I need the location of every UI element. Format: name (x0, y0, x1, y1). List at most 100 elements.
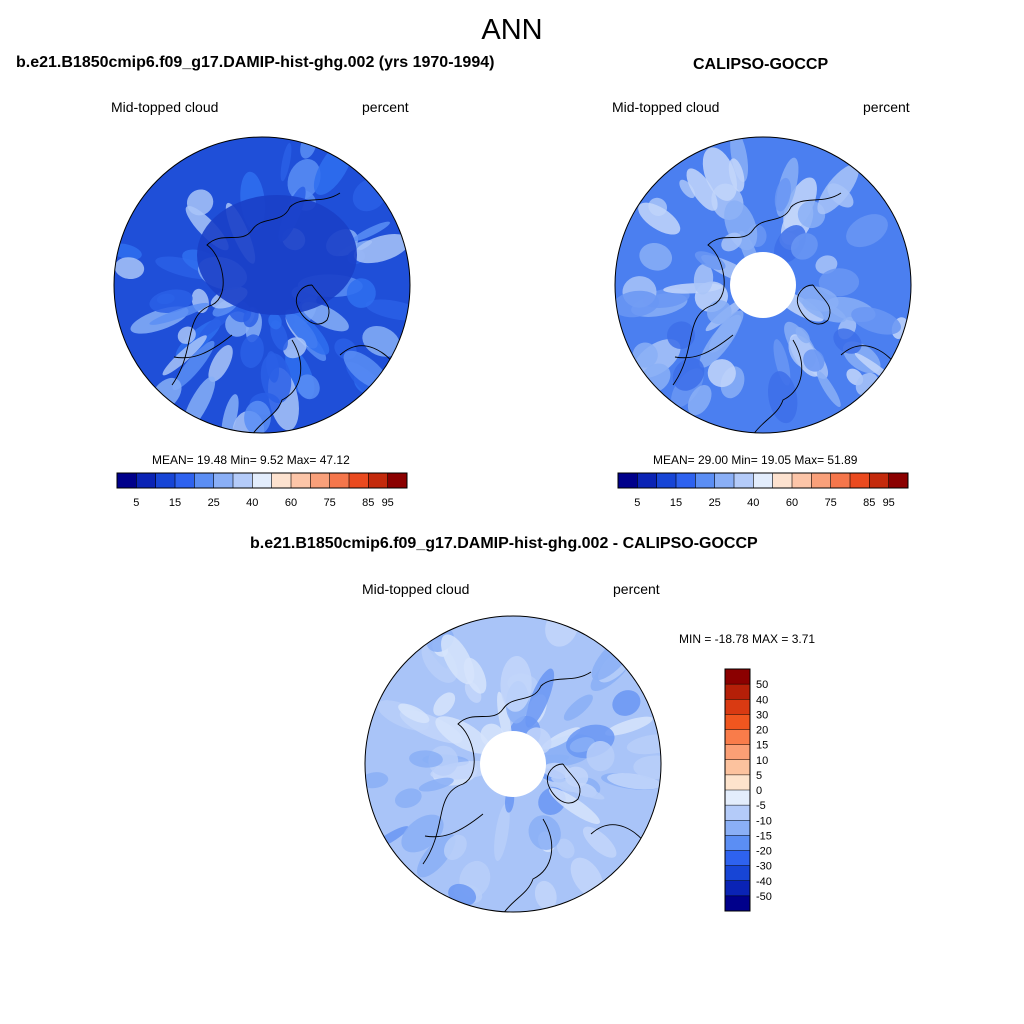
panel1-polar-map (113, 136, 411, 434)
panel2-units-label: percent (863, 99, 910, 115)
colorbar-tick-label: 40 (747, 497, 759, 509)
colorbar-swatch (725, 850, 750, 866)
colorbar-swatch (194, 473, 214, 488)
colorbar-swatch (368, 473, 388, 488)
colorbar-tick-label: 75 (324, 497, 336, 509)
colorbar-tick-label: 85 (362, 497, 374, 509)
colorbar-swatch (734, 473, 754, 488)
colorbar-tick-label: 25 (208, 497, 220, 509)
field-contour-patch (818, 268, 860, 297)
colorbar-swatch (387, 473, 408, 488)
colorbar-swatch (252, 473, 272, 488)
colorbar-tick-label: -10 (756, 815, 772, 827)
colorbar-swatch (618, 473, 638, 488)
field-contour-patch (551, 777, 605, 800)
colorbar-tick-label: 25 (709, 497, 721, 509)
map-boundary (113, 136, 411, 434)
colorbar-tick-label: 15 (756, 740, 768, 752)
field-contour-patch (816, 370, 841, 408)
field-contour-patch (268, 313, 282, 330)
colorbar-swatch (725, 895, 750, 912)
field-contour-patch (728, 158, 745, 192)
field-contour-patch (774, 177, 792, 212)
colorbar-swatch (117, 473, 137, 488)
colorbar-swatch (725, 714, 750, 730)
colorbar-swatch (213, 473, 234, 488)
field-contour-patch (626, 734, 661, 755)
panel2-variable-label: Mid-topped cloud (612, 99, 720, 115)
field-contour-patch (433, 692, 456, 716)
colorbar-tick-label: 15 (670, 497, 682, 509)
colorbar-swatch (792, 473, 812, 488)
colorbar-swatch (656, 473, 677, 488)
colorbar-swatch (349, 473, 369, 488)
colorbar-swatch (725, 835, 750, 851)
panel1-title: b.e21.B1850cmip6.f09_g17.DAMIP-hist-ghg.… (16, 54, 495, 71)
field-contour-patch (365, 772, 389, 789)
colorbar-swatch (888, 473, 909, 488)
field-contour-patch (297, 374, 320, 400)
coastline (672, 192, 842, 386)
field-contour-patch (548, 788, 601, 824)
colorbar-swatch (136, 473, 156, 488)
colorbar-tick-label: 15 (169, 497, 181, 509)
colorbar-swatch (271, 473, 292, 488)
colorbar-swatch (772, 473, 793, 488)
panel1-units-label: percent (362, 99, 409, 115)
coastline (796, 284, 831, 325)
colorbar-tick-label: -40 (756, 876, 772, 888)
colorbar-swatch (869, 473, 889, 488)
field-contour-patch (401, 814, 444, 853)
field-contour-patch (525, 668, 555, 728)
field-contour-patch (494, 803, 510, 861)
panel3-variable-label: Mid-topped cloud (362, 581, 470, 597)
colorbar-swatch (714, 473, 735, 488)
panel2-polar-map (614, 136, 912, 434)
colorbar-swatch (725, 774, 750, 791)
colorbar-swatch (233, 473, 253, 488)
colorbar-swatch (850, 473, 870, 488)
panel1-stats: MEAN= 19.48 Min= 9.52 Max= 47.12 (152, 453, 350, 467)
field-contour-patch (833, 328, 862, 354)
colorbar-swatch (725, 880, 750, 897)
colorbar-tick-label: 5 (634, 497, 640, 509)
coastline (546, 763, 581, 804)
colorbar-tick-label: 40 (246, 497, 258, 509)
field-contour-patch (605, 716, 653, 736)
field-contour-patch (280, 142, 292, 182)
coastline (502, 818, 553, 912)
colorbar-tick-label: -15 (756, 830, 772, 842)
panel3-title: b.e21.B1850cmip6.f09_g17.DAMIP-hist-ghg.… (250, 535, 758, 552)
field-contour-patch (632, 342, 658, 368)
field-contour-patch (353, 234, 410, 264)
colorbar-swatch (753, 473, 773, 488)
field-contour-patch (435, 716, 491, 754)
field-contour-patch (500, 656, 532, 712)
colorbar-swatch (811, 473, 831, 488)
polar-data-gap (730, 252, 796, 318)
colorbar-tick-label: 10 (756, 755, 768, 767)
field-contour-patch (398, 703, 430, 724)
field-contour-patch (803, 349, 825, 372)
field-contour-patch (394, 788, 422, 809)
colorbar-swatch (725, 699, 750, 715)
field-contour-patch (564, 766, 589, 788)
field-contour-patch (556, 838, 575, 859)
colorbar-swatch (725, 669, 750, 685)
colorbar-swatch (725, 744, 750, 761)
colorbar-swatch (310, 473, 330, 488)
field-contour-patch (149, 289, 193, 313)
field-contour-patch (362, 325, 401, 357)
colorbar-swatch (291, 473, 311, 488)
field-contour-patch (418, 777, 454, 792)
panel1-colorbar: 5 15 25 40 60 75 85 95 (116, 472, 408, 509)
colorbar-tick-label: 95 (883, 497, 895, 509)
field-contour-patch (260, 353, 292, 404)
panel1-variable-label: Mid-topped cloud (111, 99, 219, 115)
coastline (173, 334, 233, 359)
colorbar-swatch (725, 729, 750, 745)
colorbar-swatch (830, 473, 851, 488)
coastline (171, 192, 341, 386)
field-contour-patch (706, 300, 732, 325)
